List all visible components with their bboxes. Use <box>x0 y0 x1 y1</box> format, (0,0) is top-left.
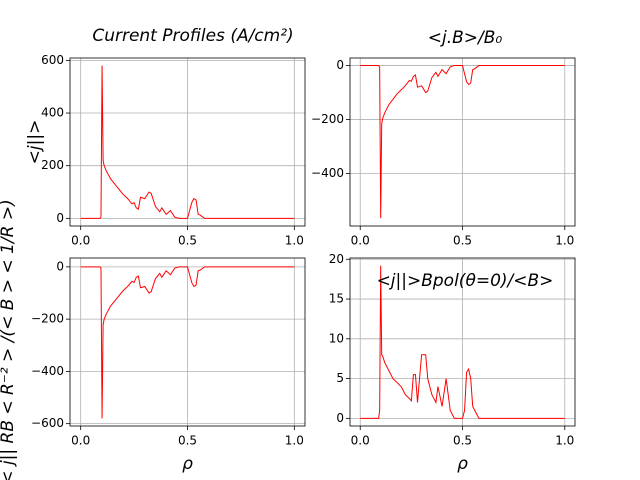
data-line <box>360 65 565 219</box>
x-axis-label: ρ <box>457 454 468 474</box>
y-tick-label: 0 <box>336 58 344 72</box>
y-tick-label: 0 <box>336 411 344 425</box>
y-tick-label: 15 <box>329 292 344 306</box>
data-line <box>360 265 565 419</box>
data-line <box>80 266 295 419</box>
x-axis-label: ρ <box>182 454 193 474</box>
y-axis-label: < j|| RB < R⁻² > /(< B > < 1/R >) <box>0 199 18 480</box>
subplot-title: <j||>Bpol(θ=0)/<B> <box>377 271 554 291</box>
y-tick-label: 0 <box>56 211 64 225</box>
subplot-title: Current Profiles (A/cm²) <box>92 26 293 46</box>
x-tick-label: 1.0 <box>555 434 574 448</box>
axes-frame <box>349 257 576 427</box>
y-axis-label: <j||> <box>25 120 45 165</box>
x-tick-label: 1.0 <box>285 434 304 448</box>
subplot-title: <j.B>/B₀ <box>428 28 503 48</box>
data-line <box>80 65 295 219</box>
x-tick-label: 0.5 <box>453 234 472 248</box>
y-tick-label: −200 <box>31 312 64 326</box>
y-tick-label: −200 <box>311 112 344 126</box>
x-tick-label: 0.5 <box>453 434 472 448</box>
x-tick-label: 1.0 <box>555 234 574 248</box>
y-tick-label: 400 <box>41 106 64 120</box>
y-tick-label: 200 <box>41 158 64 172</box>
x-tick-label: 0.5 <box>178 234 197 248</box>
x-tick-label: 0.5 <box>178 434 197 448</box>
x-tick-label: 0.0 <box>351 234 370 248</box>
axes-frame <box>69 257 306 427</box>
y-tick-label: −600 <box>31 416 64 430</box>
axes-frame <box>69 57 306 227</box>
y-tick-label: 10 <box>329 331 344 345</box>
x-tick-label: 0.0 <box>351 434 370 448</box>
x-tick-label: 0.0 <box>71 434 90 448</box>
y-tick-label: 0 <box>56 259 64 273</box>
x-tick-label: 0.0 <box>71 234 90 248</box>
y-tick-label: 20 <box>329 252 344 266</box>
y-tick-label: 600 <box>41 53 64 67</box>
y-tick-label: −400 <box>31 364 64 378</box>
x-tick-label: 1.0 <box>285 234 304 248</box>
y-tick-label: −400 <box>311 166 344 180</box>
y-tick-label: 5 <box>336 371 344 385</box>
axes-frame <box>349 57 576 227</box>
